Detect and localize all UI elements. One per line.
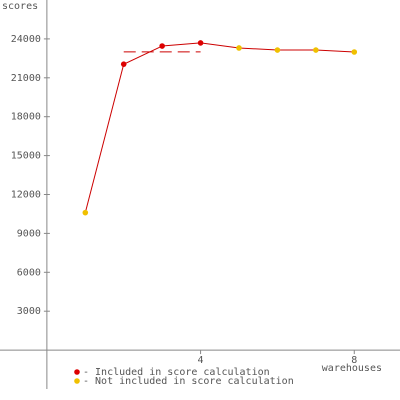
y-tick-label: 21000	[11, 73, 41, 84]
x-tick-label: 8	[351, 355, 357, 366]
x-axis-label: warehouses	[322, 363, 382, 374]
legend-label: - Included in score calculation	[83, 367, 270, 378]
point	[236, 45, 242, 51]
point	[197, 40, 204, 46]
y-tick-label: 3000	[17, 306, 41, 317]
y-tick-label: 15000	[11, 151, 41, 162]
legend-marker	[74, 369, 80, 375]
line-segment	[315, 49, 355, 53]
point	[159, 43, 165, 49]
line-segment	[123, 45, 163, 65]
line-segment	[84, 64, 125, 213]
point	[120, 61, 127, 67]
point	[274, 47, 281, 53]
y-tick-label: 12000	[11, 190, 41, 201]
y-axis-label: scores	[2, 1, 38, 12]
legend-marker	[74, 378, 80, 384]
line-segment	[200, 42, 240, 49]
y-tick-label: 6000	[17, 267, 41, 278]
point	[351, 49, 358, 55]
y-tick-label: 24000	[11, 34, 41, 45]
point	[313, 47, 319, 53]
legend-label: - Not included in score calculation	[83, 376, 294, 387]
point	[82, 209, 89, 216]
y-tick-label: 18000	[11, 112, 41, 123]
line-segment	[238, 47, 278, 51]
x-tick-label: 4	[198, 355, 204, 366]
y-tick-label: 9000	[17, 228, 41, 239]
line-segment	[162, 42, 201, 47]
